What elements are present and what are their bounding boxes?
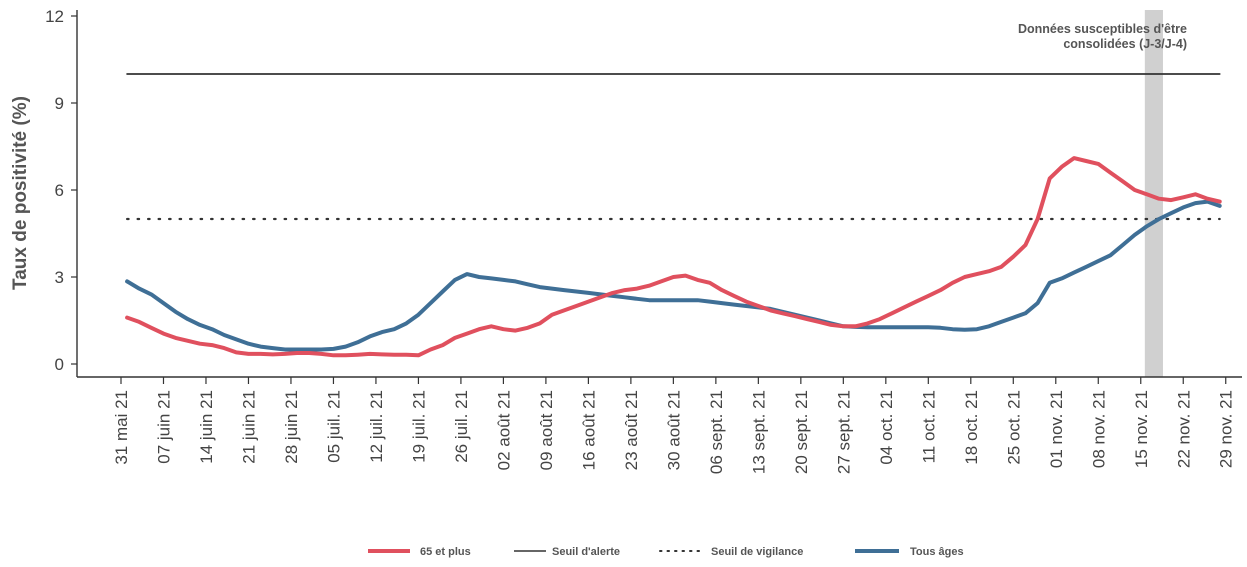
x-tick-label: 16 août 21: [579, 390, 598, 470]
x-tick-label: 20 sept. 21: [792, 390, 811, 474]
x-tick-label: 25 oct. 21: [1004, 390, 1023, 465]
shaded-region-layer: [1144, 10, 1163, 377]
legend-label: Tous âges: [910, 546, 964, 558]
annotation-layer: Données susceptibles d'être consolidées …: [1018, 22, 1187, 51]
x-tick-label: 09 août 21: [537, 390, 556, 470]
x-tick-label: 21 juin 21: [239, 390, 258, 464]
x-tick-label: 26 juil. 21: [452, 390, 471, 463]
x-tick-label: 29 nov. 21: [1217, 390, 1236, 468]
x-tick-label: 19 juil. 21: [409, 390, 428, 463]
x-tick-label: 13 sept. 21: [749, 390, 768, 474]
x-tick-label: 27 sept. 21: [834, 390, 853, 474]
y-axis-label: Taux de positivité (%): [10, 96, 31, 290]
x-tick-label: 23 août 21: [622, 390, 641, 470]
x-tick-label: 15 nov. 21: [1132, 390, 1151, 468]
x-tick-label: 28 juin 21: [282, 390, 301, 464]
x-tick-label: 11 oct. 21: [919, 390, 938, 463]
y-tick-label: 12: [45, 7, 64, 26]
y-tick-label: 6: [55, 181, 64, 200]
data-consolidation-shade: [1144, 10, 1163, 377]
x-tick-label: 08 nov. 21: [1089, 390, 1108, 468]
legend-label: Seuil de vigilance: [711, 546, 803, 558]
y-tick-label: 3: [55, 268, 64, 287]
x-tick-label: 07 juin 21: [154, 390, 173, 464]
x-tick-label: 18 oct. 21: [962, 390, 981, 465]
legend-label: Seuil d'alerte: [552, 546, 620, 558]
series-line-tous-ges: [125, 199, 1222, 352]
x-tick-label: 22 nov. 21: [1174, 390, 1193, 468]
series-lines-layer: [125, 73, 1222, 358]
x-tick-label: 14 juin 21: [197, 390, 216, 464]
annotation-line-2: consolidées (J-3/J-4): [1063, 37, 1187, 51]
y-tick-label: 9: [55, 94, 64, 113]
legend-label: 65 et plus: [420, 546, 471, 558]
x-tick-label: 05 juil. 21: [324, 390, 343, 463]
legend: 65 et plus Seuil d'alerte Seuil de vigilan…: [368, 546, 964, 558]
x-tick-label: 02 août 21: [494, 390, 513, 470]
y-tick-label: 0: [55, 355, 64, 374]
x-tick-label: 04 oct. 21: [877, 390, 896, 465]
series-line-65-et-plus: [125, 156, 1222, 358]
x-tick-label: 01 nov. 21: [1047, 390, 1066, 468]
annotation-line-1: Données susceptibles d'être: [1018, 22, 1187, 36]
x-tick-label: 30 août 21: [664, 390, 683, 470]
x-tick-label: 12 juil. 21: [367, 390, 386, 463]
x-tick-label: 31 mai 21: [112, 390, 131, 465]
x-tick-label: 06 sept. 21: [707, 390, 726, 474]
axes-layer: 0 3 6 9 12 31 mai 21 07 juin 21 14 juin 21 21 ju…: [45, 7, 1242, 474]
